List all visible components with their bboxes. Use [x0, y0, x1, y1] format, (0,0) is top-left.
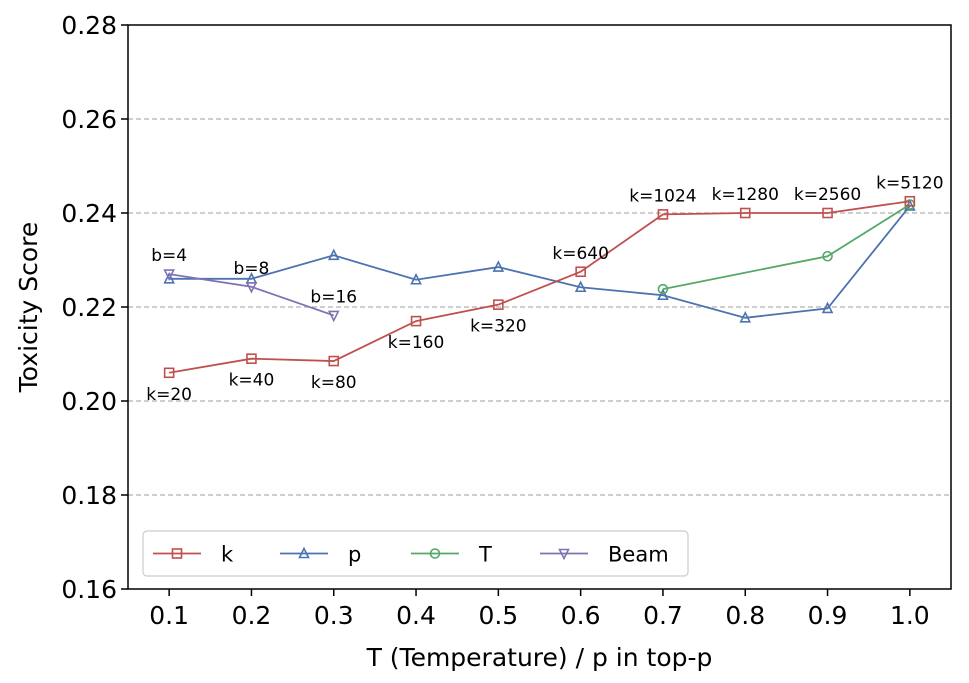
x-tick-label: 0.8: [725, 601, 765, 630]
series-t-line: [662, 203, 911, 291]
x-tick-label: 0.5: [478, 601, 518, 630]
legend-marker-t: [429, 548, 441, 559]
series-beam-point: [163, 269, 175, 281]
series-p-point: [739, 311, 752, 323]
data-label: k=160: [388, 333, 445, 353]
series-p-point: [657, 288, 669, 301]
y-tick-label: 0.22: [61, 293, 117, 322]
x-tick-label: 0.3: [314, 601, 354, 630]
point-label-layer: b=4 b=8 b=16 k=20 k=40 k=80 k=160 k=320 k=640 k=1…: [146, 173, 943, 405]
y-tick-label: 0.28: [61, 11, 117, 40]
x-axis-title: T (Temperature) / p in top-p: [366, 643, 713, 672]
legend-label-k: k: [221, 543, 234, 567]
series-beam: [163, 269, 340, 323]
data-label: k=640: [552, 244, 609, 264]
series-t-point: [822, 250, 833, 262]
data-label: b=8: [234, 259, 270, 279]
axis-layer: 0.16 0.18 0.20 0.22 0.24 0.26 0.28 0.1 0.2 0.3 0.4…: [61, 11, 929, 630]
series-k-point: [657, 209, 669, 220]
x-tick-label: 0.2: [232, 601, 272, 630]
data-label: k=1024: [629, 186, 696, 206]
series-k: [163, 195, 916, 379]
legend-marker-k: [171, 548, 183, 559]
series-k-point: [575, 266, 586, 278]
data-label: k=1280: [712, 185, 779, 205]
x-tick-label: 0.4: [396, 601, 436, 630]
series-p-point: [163, 272, 175, 284]
series-k-point: [246, 353, 257, 365]
data-label: b=16: [310, 287, 357, 307]
data-label: k=2560: [794, 185, 861, 205]
series-beam-point: [327, 310, 340, 323]
data-label: k=320: [470, 317, 527, 337]
x-tick-label: 0.7: [643, 601, 683, 630]
series-beam-point: [245, 281, 258, 294]
series-k-point: [493, 299, 504, 310]
series-p-point: [410, 272, 422, 285]
series-k-point: [822, 207, 833, 219]
series-k-point: [410, 315, 422, 327]
data-label: k=5120: [876, 173, 943, 193]
series-k-point: [328, 355, 340, 367]
legend-label-p: p: [348, 543, 361, 567]
legend-marker-beam: [558, 548, 570, 561]
series-beam-line: [169, 273, 335, 317]
y-tick-label: 0.20: [61, 387, 117, 416]
y-tick-label: 0.16: [61, 575, 117, 604]
legend-marker-p: [298, 546, 310, 559]
grid-layer: [128, 118, 951, 496]
y-tick-label: 0.24: [61, 199, 117, 228]
y-tick-label: 0.26: [61, 105, 117, 134]
data-label: k=80: [311, 373, 357, 393]
series-k-point: [904, 195, 916, 207]
series-k-point: [739, 207, 751, 219]
series-p-point: [574, 280, 587, 293]
x-tick-label: 0.9: [808, 601, 848, 630]
legend: k p T Beam: [142, 530, 689, 577]
series-layer: [163, 195, 916, 379]
series-p-point: [821, 301, 834, 314]
series-p-point: [492, 260, 505, 272]
x-tick-label: 1.0: [890, 601, 930, 630]
data-label: b=4: [151, 246, 187, 266]
data-label: k=20: [146, 385, 192, 405]
legend-label-beam: Beam: [608, 543, 669, 567]
series-p-point: [327, 248, 340, 261]
x-tick-label: 0.1: [149, 601, 189, 630]
series-k-point: [163, 367, 175, 379]
series-k-line: [168, 200, 910, 374]
legend-label-t: T: [478, 543, 492, 567]
x-tick-label: 0.6: [561, 601, 601, 630]
y-tick-label: 0.18: [61, 481, 117, 510]
data-label: k=40: [229, 371, 275, 391]
y-axis-title: Toxicity Score: [14, 222, 43, 394]
series-t-point: [657, 283, 669, 295]
series-p-line: [169, 205, 911, 319]
